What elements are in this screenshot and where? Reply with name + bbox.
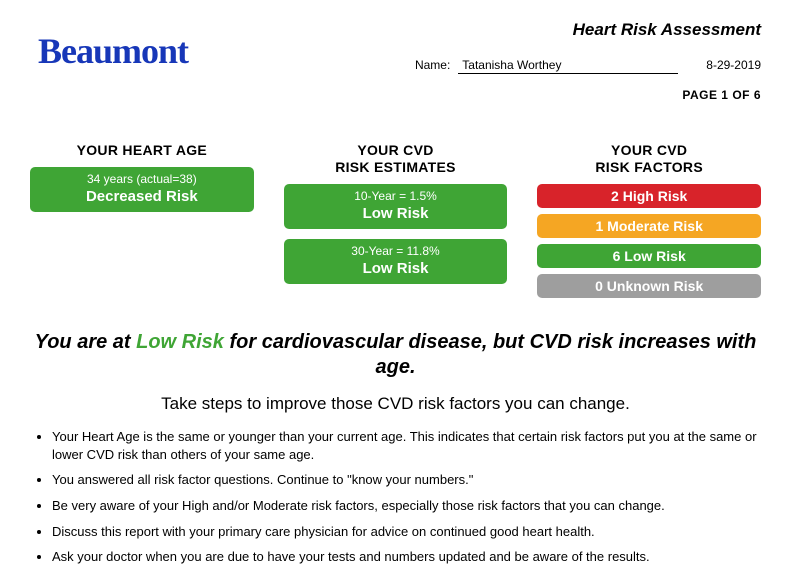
heart-age-column: YOUR HEART AGE 34 years (actual=38) Decr… <box>30 142 254 304</box>
factors-column: YOUR CVDRISK FACTORS 2 High Risk 1 Modera… <box>537 142 761 304</box>
page-indicator: PAGE 1 OF 6 <box>248 88 761 102</box>
summary-statement: You are at Low Risk for cardiovascular d… <box>30 330 761 380</box>
meta-row: Name: Tatanisha Worthey 8-29-2019 <box>248 58 761 74</box>
summary-cards: YOUR HEART AGE 34 years (actual=38) Decr… <box>30 142 761 304</box>
factor-pill: 6 Low Risk <box>537 244 761 268</box>
summary-post: for cardiovascular disease, but CVD risk… <box>224 331 756 378</box>
summary-highlight: Low Risk <box>136 331 224 353</box>
bullets-list: Your Heart Age is the same or younger th… <box>30 428 761 565</box>
summary-pre: You are at <box>35 331 137 353</box>
factor-pill: 0 Unknown Risk <box>537 274 761 298</box>
factor-pill: 2 High Risk <box>537 184 761 208</box>
estimate-main: Low Risk <box>290 204 502 224</box>
heart-age-title: YOUR HEART AGE <box>77 142 207 159</box>
bullet-item: Your Heart Age is the same or younger th… <box>52 428 761 463</box>
header-right: Heart Risk Assessment Name: Tatanisha Wo… <box>188 20 761 102</box>
factors-title: YOUR CVDRISK FACTORS <box>595 142 703 176</box>
factor-main: 2 High Risk <box>543 187 755 205</box>
bullet-item: You answered all risk factor questions. … <box>52 471 761 489</box>
estimate-sub: 30-Year = 11.8% <box>290 244 502 260</box>
report-date: 8-29-2019 <box>706 58 761 72</box>
heart-age-sub: 34 years (actual=38) <box>36 172 248 188</box>
estimates-list: 10-Year = 1.5%Low Risk30-Year = 11.8%Low… <box>284 184 508 290</box>
factor-main: 0 Unknown Risk <box>543 277 755 295</box>
factor-main: 1 Moderate Risk <box>543 217 755 235</box>
heart-age-main: Decreased Risk <box>36 187 248 207</box>
report-title: Heart Risk Assessment <box>248 20 761 40</box>
bullet-item: Be very aware of your High and/or Modera… <box>52 497 761 515</box>
name-value: Tatanisha Worthey <box>458 58 678 74</box>
factor-pill: 1 Moderate Risk <box>537 214 761 238</box>
estimate-sub: 10-Year = 1.5% <box>290 189 502 205</box>
factor-main: 6 Low Risk <box>543 247 755 265</box>
estimate-pill: 30-Year = 11.8%Low Risk <box>284 239 508 284</box>
advice-line: Take steps to improve those CVD risk fac… <box>30 394 761 414</box>
bullet-item: Discuss this report with your primary ca… <box>52 523 761 541</box>
estimate-main: Low Risk <box>290 259 502 279</box>
factors-list: 2 High Risk 1 Moderate Risk 6 Low Risk 0 Un… <box>537 184 761 305</box>
estimate-pill: 10-Year = 1.5%Low Risk <box>284 184 508 229</box>
estimates-column: YOUR CVDRISK ESTIMATES 10-Year = 1.5%Low… <box>284 142 508 304</box>
heart-age-pill: 34 years (actual=38) Decreased Risk <box>30 167 254 212</box>
logo: Beaumont <box>30 20 188 72</box>
bullet-item: Ask your doctor when you are due to have… <box>52 548 761 566</box>
header: Beaumont Heart Risk Assessment Name: Tat… <box>30 20 761 102</box>
name-label: Name: <box>415 58 450 72</box>
estimates-title: YOUR CVDRISK ESTIMATES <box>335 142 456 176</box>
